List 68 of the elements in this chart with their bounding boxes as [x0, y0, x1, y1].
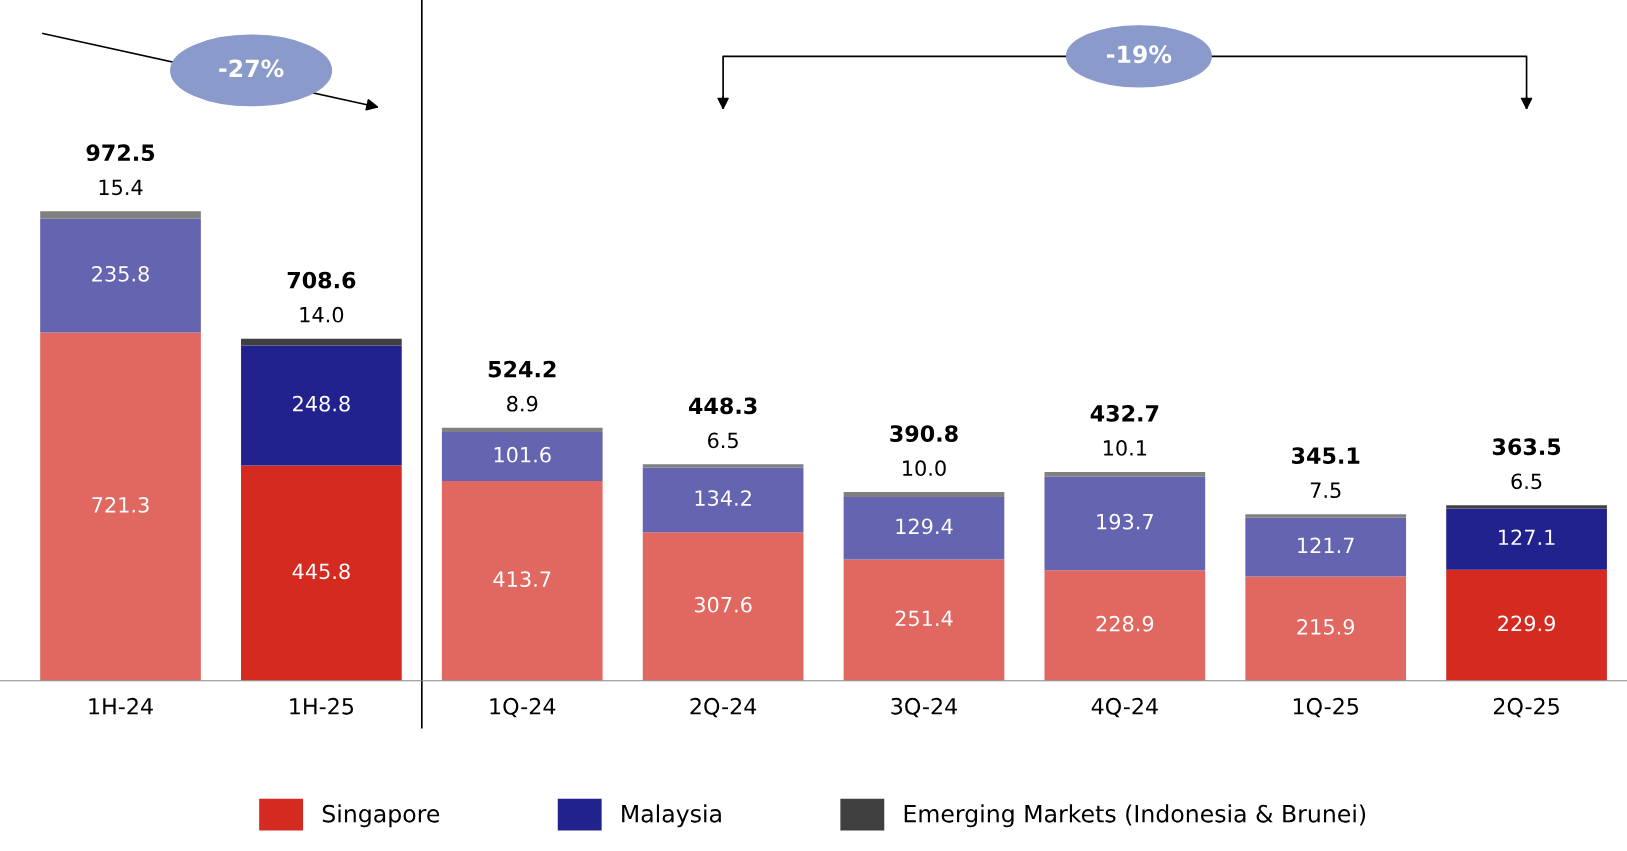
bar [40, 332, 201, 681]
data-label: 8.9 [507, 395, 538, 412]
bar [40, 211, 201, 219]
bar [40, 218, 201, 333]
data-label: 215.9 [1297, 618, 1355, 635]
bar [241, 465, 402, 681]
text: -19% [1107, 45, 1172, 64]
x-tick-label: 2Q-25 [1493, 697, 1559, 718]
data-label: 7.5 [1310, 482, 1341, 499]
x-tick-label: 4Q-24 [1091, 697, 1158, 718]
data-label: 413.7 [493, 571, 551, 587]
data-label: 101.6 [494, 446, 551, 463]
legend-label: Emerging Markets (Indonesia & Brunei) [904, 804, 1366, 828]
bar [1044, 476, 1206, 571]
data-label: 235.8 [92, 265, 149, 282]
bar [441, 481, 603, 681]
data-label: 10.0 [903, 460, 946, 477]
data-label: 445.8 [292, 563, 350, 580]
total-label: 345.1 [1292, 447, 1360, 465]
bar [1044, 570, 1206, 681]
bar [241, 345, 402, 466]
total-label: 708.6 [287, 271, 356, 289]
data-label: 193.7 [1097, 513, 1153, 530]
bar [1446, 508, 1607, 570]
x-tick-label: 1Q-25 [1293, 697, 1359, 718]
data-label: 251.4 [895, 610, 953, 627]
bar [1446, 505, 1607, 509]
data-label: 307.6 [694, 596, 752, 613]
total-label: 524.2 [488, 360, 556, 378]
total-label: 363.5 [1492, 438, 1561, 456]
bar [1245, 517, 1407, 577]
bar [843, 496, 1005, 560]
bar [1245, 576, 1407, 681]
bar [441, 432, 603, 482]
data-label: 6.5 [1511, 473, 1542, 490]
data-label: 10.1 [1103, 440, 1147, 456]
data-label: 248.8 [293, 395, 350, 412]
x-tick-label: 1H-24 [89, 697, 153, 715]
data-label: 228.9 [1096, 615, 1154, 632]
data-label: 14.0 [300, 306, 344, 323]
data-label: 127.1 [1499, 529, 1555, 545]
data-label: 6.5 [708, 432, 738, 449]
bar [843, 492, 1005, 497]
total-label: 972.5 [86, 144, 155, 162]
x-tick-label: 1H-25 [290, 697, 354, 715]
bar [642, 467, 804, 533]
data-label: 721.3 [92, 496, 149, 513]
x-tick-label: 3Q-24 [891, 697, 957, 718]
bar [1245, 514, 1407, 518]
x-tick-label: 1Q-24 [490, 697, 556, 718]
bar [1446, 569, 1607, 681]
bar [642, 532, 804, 681]
data-label: 134.2 [695, 490, 751, 506]
bar [441, 427, 603, 433]
data-label: 15.4 [99, 179, 143, 196]
text: -27% [219, 59, 284, 78]
total-label: 448.3 [688, 397, 757, 415]
legend-label: Malaysia [622, 804, 721, 828]
data-label: 229.9 [1498, 615, 1555, 632]
bar [642, 464, 804, 468]
x-tick-label: 2Q-24 [690, 697, 757, 718]
bar [843, 559, 1005, 681]
bar [1044, 471, 1206, 477]
legend-label: Singapore [322, 804, 440, 828]
data-label: 129.4 [896, 518, 953, 535]
total-label: 432.7 [1090, 404, 1159, 422]
data-label: 121.7 [1298, 537, 1354, 553]
total-label: 390.8 [890, 425, 958, 442]
